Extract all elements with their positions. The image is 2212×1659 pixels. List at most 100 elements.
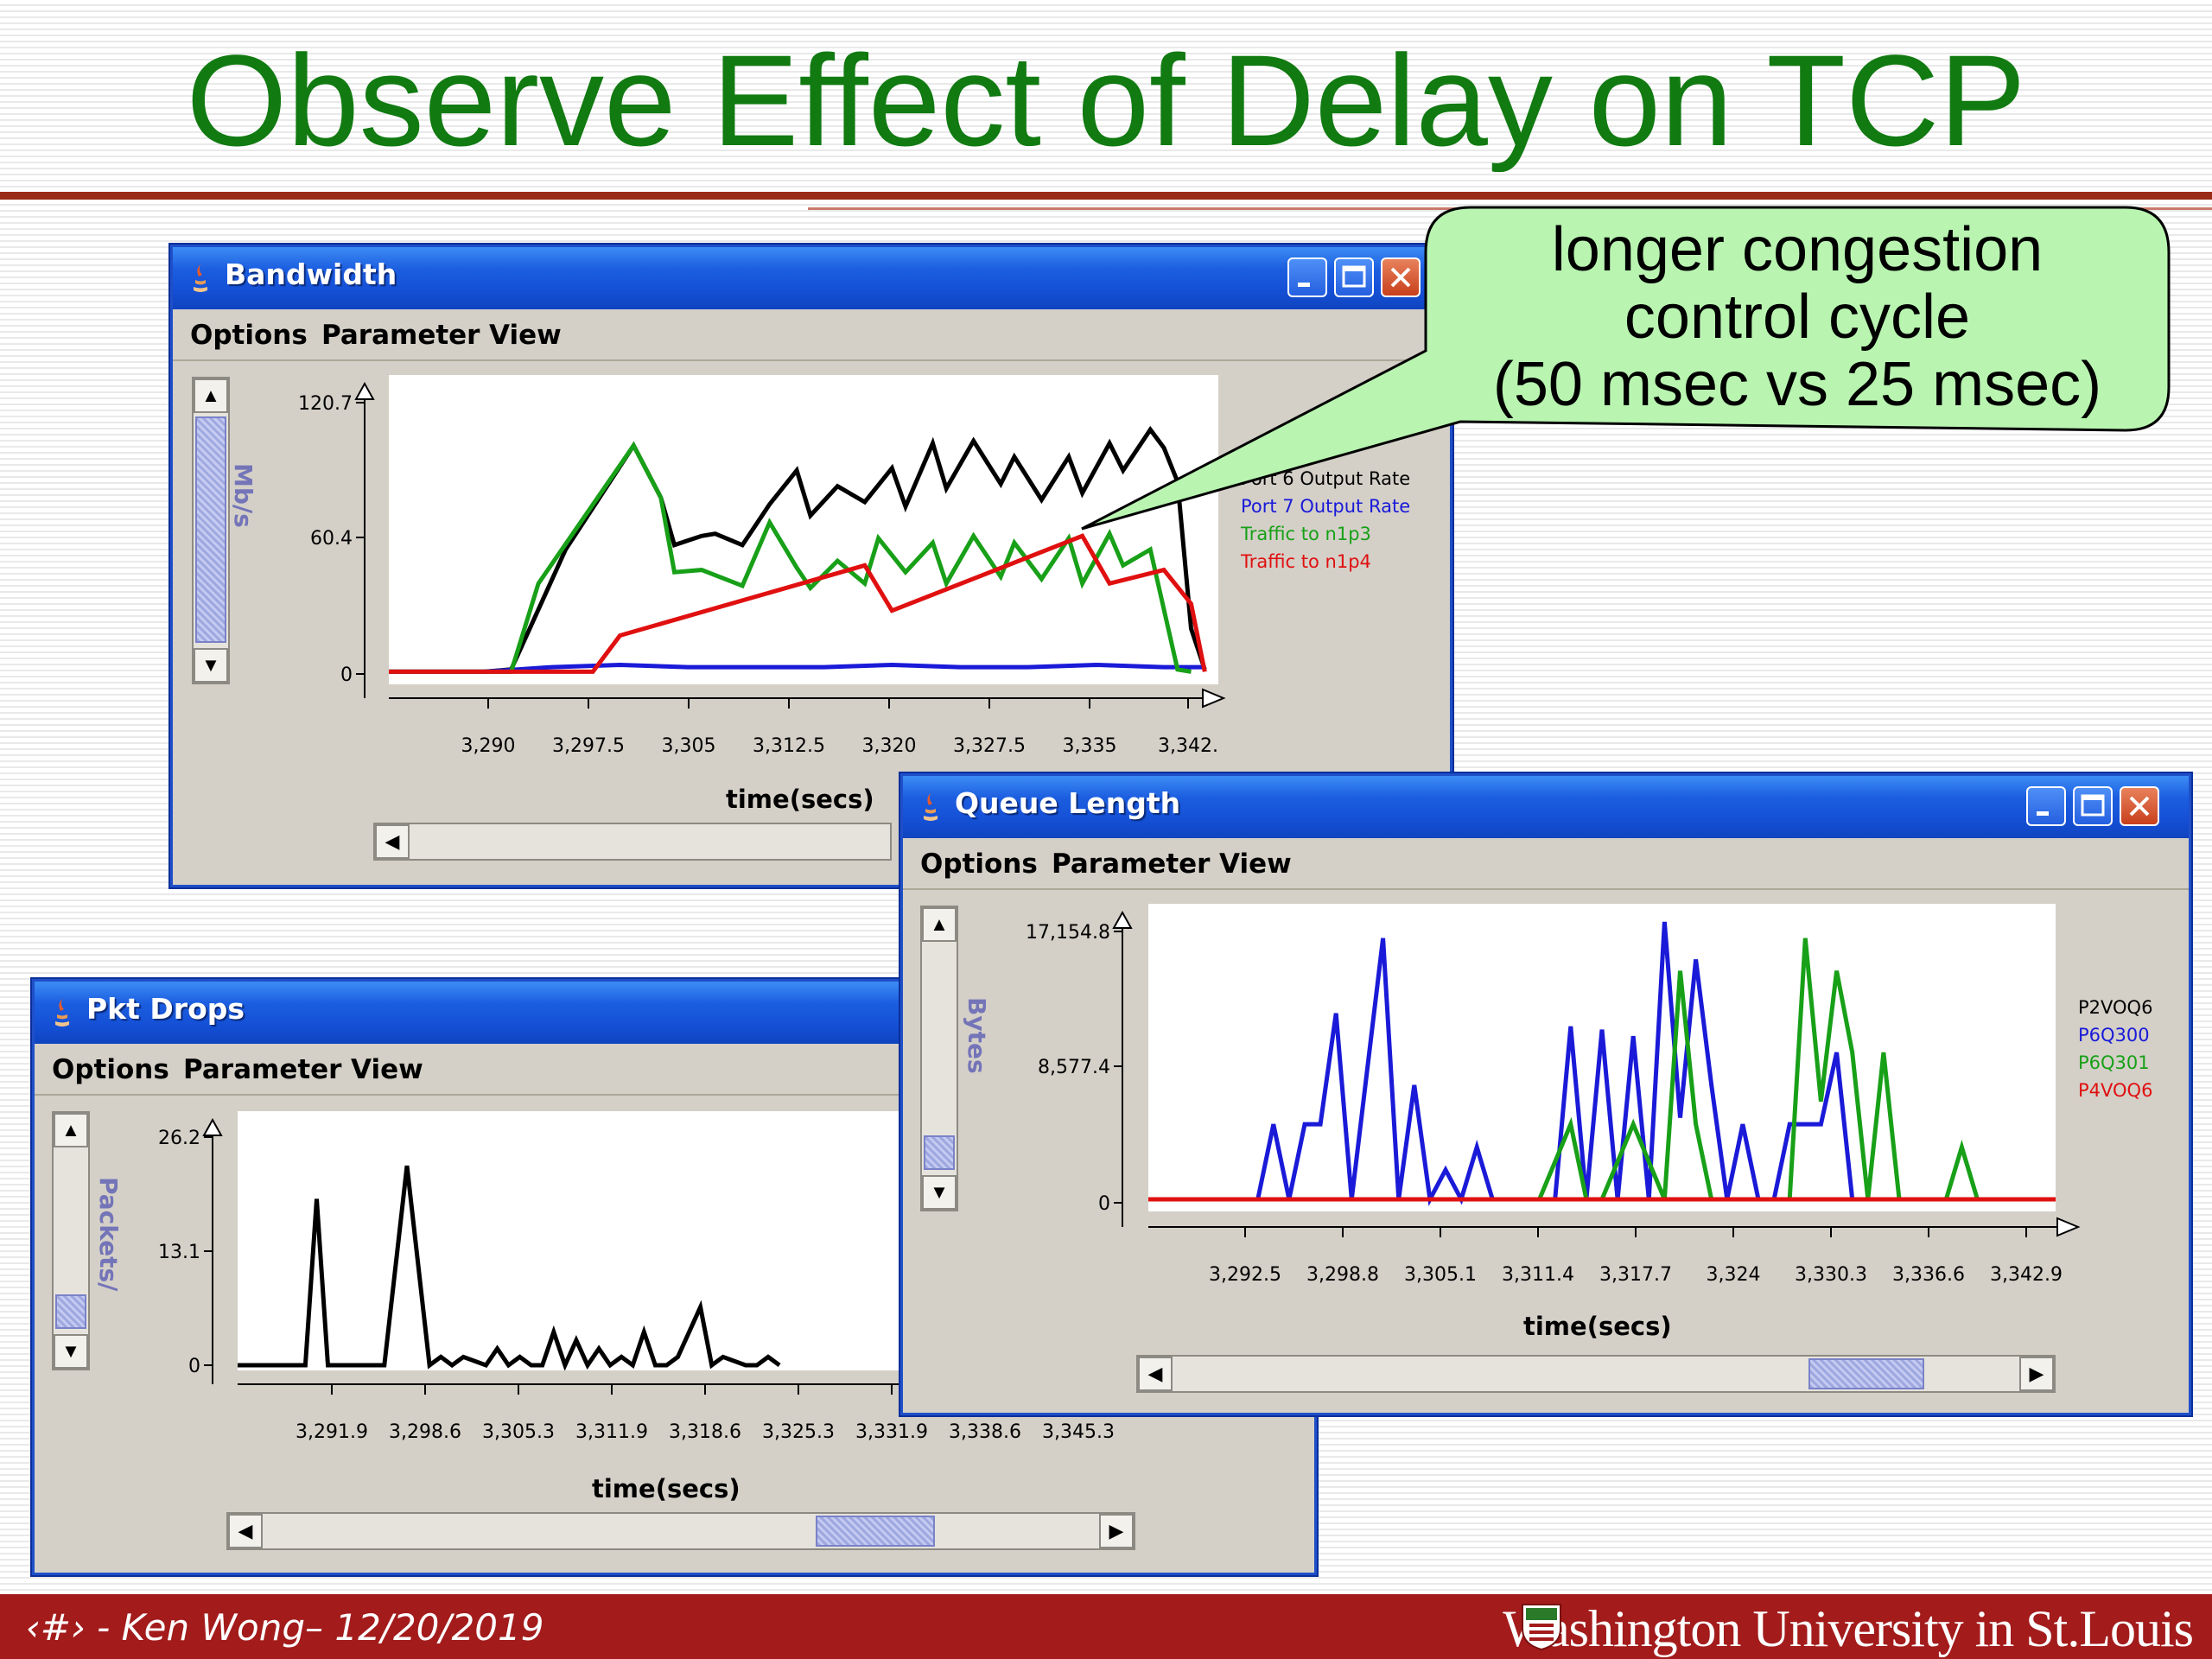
x-tick-label: 3,305 xyxy=(662,735,716,757)
menu-bar: Options Parameter View xyxy=(35,1044,1314,1096)
pkt-drops-axes: 26.2 13.1 0 3,291.9 3,298.6 3,305.3 3,311.9 3,3… xyxy=(158,1117,1281,1443)
x-axis-label: time(secs) xyxy=(592,1474,741,1503)
vertical-scrollbar[interactable]: ▲ ▼ xyxy=(920,906,958,1211)
plot-area xyxy=(389,375,1218,684)
x-tick-label: 3,311.4 xyxy=(1502,1264,1574,1286)
university-name: Washington University in St.Louis xyxy=(1503,1600,2194,1657)
scroll-thumb[interactable] xyxy=(55,1294,86,1329)
bandwidth-chart xyxy=(389,425,1207,674)
scroll-thumb[interactable] xyxy=(195,416,226,643)
scroll-down-button[interactable]: ▼ xyxy=(922,1175,957,1210)
scroll-left-button[interactable]: ◀ xyxy=(1138,1357,1173,1391)
close-button[interactable] xyxy=(2120,786,2159,826)
legend-entry: P6Q301 xyxy=(2078,1052,2150,1073)
bandwidth-axes: 120.7 60.4 0 3,290 3,297.5 3,305 3,312.5 3,320 3… xyxy=(298,381,1226,757)
horizontal-scrollbar[interactable]: ◀ ▶ xyxy=(1136,1355,2056,1393)
menu-options[interactable]: Options xyxy=(920,849,1038,880)
minimize-icon xyxy=(1298,283,1310,287)
y-tick-label: 13.1 xyxy=(158,1242,200,1263)
x-tick-label: 3,311.9 xyxy=(575,1421,648,1443)
close-icon xyxy=(2129,796,2150,817)
pkt-drops-chart xyxy=(238,1165,781,1371)
x-tick-label: 3,331.9 xyxy=(855,1421,928,1443)
x-tick-label: 3,330.3 xyxy=(1795,1264,1867,1286)
y-tick-label: 0 xyxy=(340,664,353,686)
maximize-button[interactable] xyxy=(1334,257,1374,297)
maximize-icon xyxy=(1342,265,1366,288)
x-tick-label: 3,312.5 xyxy=(753,735,825,757)
maximize-icon xyxy=(2081,794,2105,817)
x-tick-label: 3,305.1 xyxy=(1404,1264,1477,1286)
minimize-button[interactable] xyxy=(1287,257,1327,297)
callout-line: longer congestion xyxy=(1551,215,2044,284)
queue-length-chart xyxy=(1148,921,2056,1207)
menu-view[interactable]: View xyxy=(489,320,562,351)
queue-length-title-bar[interactable]: Queue Length xyxy=(903,776,2189,838)
scroll-down-button[interactable]: ▼ xyxy=(194,648,228,683)
slide-title: Observe Effect of Delay on TCP xyxy=(186,28,2026,173)
vertical-scrollbar[interactable]: ▲ ▼ xyxy=(52,1111,90,1370)
scroll-right-button[interactable]: ▶ xyxy=(2019,1357,2054,1391)
legend-entry: Port 7 Output Rate xyxy=(1241,496,1411,517)
menu-parameter[interactable]: Parameter xyxy=(183,1054,342,1085)
legend-entry: P6Q300 xyxy=(2078,1025,2150,1046)
x-axis-label: time(secs) xyxy=(726,785,874,814)
menu-parameter[interactable]: Parameter xyxy=(321,320,480,351)
legend-entry: P2VOQ6 xyxy=(2078,997,2153,1018)
scroll-up-button[interactable]: ▲ xyxy=(922,907,957,942)
menu-options[interactable]: Options xyxy=(52,1054,169,1085)
x-tick-label: 3,305.3 xyxy=(482,1421,555,1443)
x-tick-label: 3,335 xyxy=(1063,735,1117,757)
x-tick-label: 3,324 xyxy=(1707,1264,1761,1286)
menu-parameter[interactable]: Parameter xyxy=(1052,849,1211,880)
scroll-left-button[interactable]: ◀ xyxy=(375,824,410,859)
maximize-button[interactable] xyxy=(2073,786,2113,826)
menu-options[interactable]: Options xyxy=(190,320,308,351)
x-axis-label: time(secs) xyxy=(1523,1312,1672,1341)
window-title: Queue Length xyxy=(955,786,1181,820)
legend-entry: P4VOQ6 xyxy=(2078,1080,2153,1101)
scroll-thumb[interactable] xyxy=(924,1135,955,1170)
scroll-thumb[interactable] xyxy=(1808,1358,1924,1389)
java-icon xyxy=(924,793,938,821)
series-line xyxy=(238,1165,781,1371)
menu-view[interactable]: View xyxy=(351,1054,423,1085)
y-tick-label: 0 xyxy=(188,1356,200,1377)
vertical-scrollbar[interactable]: ▲ ▼ xyxy=(192,377,230,684)
footer-bar: ‹#› - Ken Wong– 12/20/2019 Washington Un… xyxy=(0,1594,2212,1659)
menu-view[interactable]: View xyxy=(1219,849,1292,880)
callout-line: control cycle xyxy=(1624,283,1971,352)
y-tick-label: 26.2 xyxy=(158,1128,200,1149)
x-axis-arrow xyxy=(2056,1217,2081,1237)
x-tick-label: 3,290 xyxy=(461,735,516,757)
x-tick-label: 3,318.6 xyxy=(669,1421,741,1443)
y-tick-label: 8,577.4 xyxy=(1038,1057,1110,1078)
y-axis-arrow xyxy=(202,1117,223,1136)
legend-entry: Traffic to n1p3 xyxy=(1241,524,1371,544)
y-tick-label: 120.7 xyxy=(298,393,353,415)
bandwidth-title-bar[interactable]: Bandwidth xyxy=(173,247,1450,309)
callout-line: (50 msec vs 25 msec) xyxy=(1492,350,2102,419)
scroll-up-button[interactable]: ▲ xyxy=(194,378,228,413)
horizontal-scrollbar[interactable]: ◀ xyxy=(373,823,892,861)
x-tick-label: 3,345.3 xyxy=(1042,1421,1115,1443)
menu-bar: Options Parameter View xyxy=(903,838,2189,890)
horizontal-scrollbar[interactable]: ◀ ▶ xyxy=(226,1512,1135,1550)
scroll-up-button[interactable]: ▲ xyxy=(54,1113,88,1147)
footer-text: ‹#› - Ken Wong– 12/20/2019 xyxy=(26,1606,544,1649)
x-tick-label: 3,336.6 xyxy=(1892,1264,1965,1286)
callout-text: longer congestion control cycle (50 msec… xyxy=(1434,216,2160,418)
x-tick-label: 3,320 xyxy=(862,735,917,757)
close-button[interactable] xyxy=(1381,257,1421,297)
minimize-button[interactable] xyxy=(2026,786,2066,826)
x-tick-label: 3,327.5 xyxy=(953,735,1026,757)
scroll-thumb[interactable] xyxy=(816,1516,935,1547)
y-tick-label: 17,154.8 xyxy=(1026,922,1110,944)
scroll-right-button[interactable]: ▶ xyxy=(1099,1514,1134,1548)
window-title: Bandwidth xyxy=(225,257,397,291)
scroll-down-button[interactable]: ▼ xyxy=(54,1334,88,1369)
y-tick-label: 0 xyxy=(1098,1193,1110,1215)
scroll-left-button[interactable]: ◀ xyxy=(228,1514,263,1548)
title-rule xyxy=(0,192,2212,200)
